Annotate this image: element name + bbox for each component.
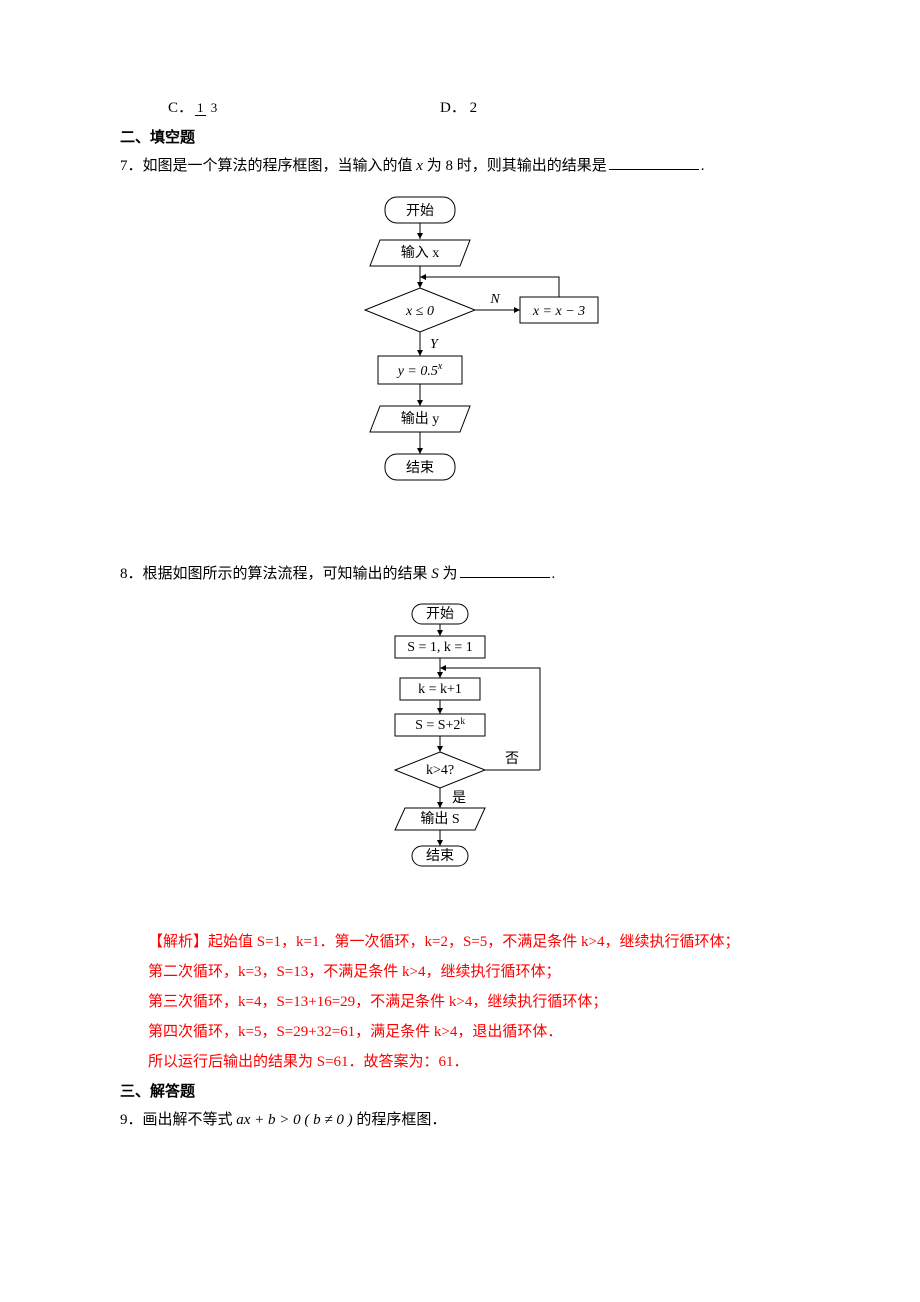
solution-line-3: 第三次循环，k=4，S=13+16=29，不满足条件 k>4，继续执行循环体； <box>120 990 800 1014</box>
section-answer-heading: 三、解答题 <box>120 1080 800 1104</box>
q8-text-b: 为 <box>439 566 458 582</box>
fc2-init: S = 1, k = 1 <box>407 640 473 655</box>
svg-text:S = S+2k: S = S+2k <box>415 716 465 733</box>
choice-c-fraction: 1 3 <box>195 101 219 115</box>
fc1-end: 结束 <box>406 460 434 476</box>
solution-line-1: 【解析】起始值 S=1，k=1．第一次循环，k=2，S=5，不满足条件 k>4，… <box>120 930 800 954</box>
q7-text-b: 为 8 时，则其输出的结果是 <box>423 158 607 174</box>
solution-line-5: 所以运行后输出的结果为 S=61．故答案为：61． <box>120 1050 800 1074</box>
q8-var-s: S <box>431 566 439 582</box>
q7-period: . <box>701 158 705 174</box>
fc1-start: 开始 <box>406 203 434 219</box>
solution-line-4: 第四次循环，k=5，S=29+32=61，满足条件 k>4，退出循环体． <box>120 1020 800 1044</box>
fc2-inc: k = k+1 <box>418 682 462 697</box>
fc2-start: 开始 <box>426 606 454 622</box>
q8-text-a: 8．根据如图所示的算法流程，可知输出的结果 <box>120 566 431 582</box>
fc1-assign: x = x − 3 <box>532 304 585 319</box>
svg-text:y = 0.5x: y = 0.5x <box>396 361 443 379</box>
section-fill-heading: 二、填空题 <box>120 126 800 150</box>
fc2-no: 否 <box>505 752 519 767</box>
q7-text-a: 7．如图是一个算法的程序框图，当输入的值 <box>120 158 416 174</box>
question-8: 8．根据如图所示的算法流程，可知输出的结果 S 为. <box>120 562 800 586</box>
q9-text-b: 的程序框图． <box>353 1112 447 1128</box>
fc2-sum: S = S+2 <box>415 718 460 733</box>
q8-period: . <box>552 566 556 582</box>
q8-blank <box>460 577 550 578</box>
question-7: 7．如图是一个算法的程序框图，当输入的值 x 为 8 时，则其输出的结果是. <box>120 154 800 178</box>
svg-text:输入 x: 输入 x <box>401 245 440 261</box>
choice-c-label: C． <box>168 96 193 120</box>
fc1-no: N <box>489 292 500 307</box>
flowchart-2: 开始 S = 1, k = 1 k = k+1 S = S+2k k>4? 否 … <box>120 600 800 908</box>
fc2-sum-sup: k <box>460 716 465 726</box>
flowchart-1: 开始 输入 x x ≤ 0 N x = x − 3 Y y = 0.5x 输出 … <box>120 192 800 540</box>
fc2-output: 输出 S <box>420 811 459 827</box>
fc2-cond: k>4? <box>426 763 454 778</box>
q9-expr: ax + b > 0 ( b ≠ 0 ) <box>236 1112 352 1128</box>
fc1-cond: x ≤ 0 <box>405 304 434 319</box>
question-9: 9．画出解不等式 ax + b > 0 ( b ≠ 0 ) 的程序框图． <box>120 1108 800 1132</box>
fc1-calc-sup: x <box>437 361 443 372</box>
choice-row: C． 1 3 D． 2 <box>120 96 800 120</box>
choice-d-value: 2 <box>470 100 478 116</box>
choice-c: C． 1 3 <box>120 96 440 120</box>
q9-text-a: 9．画出解不等式 <box>120 1112 236 1128</box>
q7-var-x: x <box>416 158 423 174</box>
choice-d: D． 2 <box>440 96 477 120</box>
fc1-yes: Y <box>430 337 440 352</box>
fc1-calc: y = 0.5 <box>396 364 438 379</box>
fc1-output: 输出 y <box>401 411 440 427</box>
q7-blank <box>609 169 699 170</box>
choice-c-frac-den: 3 <box>209 100 220 115</box>
fc2-end: 结束 <box>426 848 454 864</box>
choice-c-frac-num: 1 <box>195 100 206 116</box>
solution-line-2: 第二次循环，k=3，S=13，不满足条件 k>4，继续执行循环体； <box>120 960 800 984</box>
fc1-input: 输入 x <box>401 245 440 261</box>
choice-d-label: D． <box>440 100 466 116</box>
fc2-yes: 是 <box>452 791 466 806</box>
